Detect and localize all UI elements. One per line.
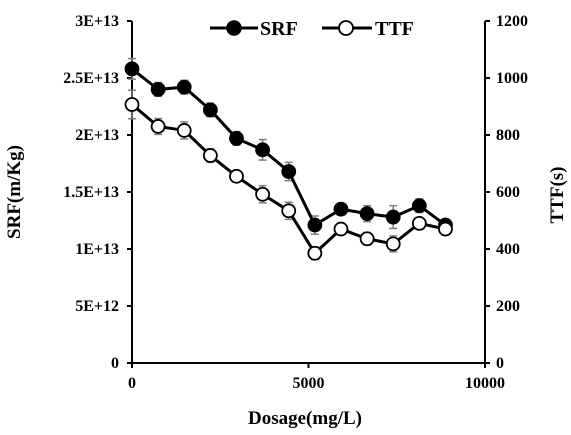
ticks: 0 5E+12 1E+13 1.5E+13 2E+13 2.5E+13 3E+13 0 200 4…: [63, 13, 528, 392]
ttf-point: [176, 123, 192, 138]
legend-ttf-label: TTF: [375, 18, 414, 40]
ttf-point: [255, 186, 271, 202]
y-left-tick-label: 3E+13: [75, 13, 119, 30]
y-right-tick-label: 1200: [496, 13, 528, 30]
srf-point: [281, 164, 297, 179]
y-left-tick-label: 2.5E+13: [63, 70, 119, 87]
srf-point: [202, 102, 218, 118]
ttf-point: [438, 221, 453, 237]
ttf-point: [124, 97, 140, 112]
series-layer: [124, 57, 453, 261]
y-right-tick-label: 600: [496, 184, 520, 201]
srf-point: [124, 61, 140, 77]
srf-point: [333, 201, 349, 217]
axes: [131, 21, 486, 364]
y-left-tick-label: 1.5E+13: [63, 184, 119, 201]
srf-point: [255, 142, 271, 158]
y-right-tick-label: 200: [496, 298, 520, 315]
srf-point: [176, 79, 192, 95]
legend-srf-label: SRF: [260, 18, 298, 40]
y-right-tick-label: 0: [496, 355, 504, 372]
legend-ttf-marker: [338, 20, 354, 36]
srf-point: [150, 82, 166, 97]
y-left-tick-label: 0: [111, 355, 119, 372]
y-right-tick-label: 400: [496, 241, 520, 258]
ttf-point: [307, 245, 323, 261]
srf-point: [411, 198, 427, 214]
srf-point: [307, 217, 323, 233]
ttf-series: [124, 89, 453, 261]
ttf-point: [359, 231, 375, 247]
ttf-point: [385, 236, 401, 252]
ttf-point: [411, 215, 427, 231]
x-tick-label: 0: [128, 375, 136, 392]
ttf-point: [281, 203, 297, 219]
srf-point: [359, 206, 375, 222]
y-left-tick-label: 2E+13: [75, 127, 119, 144]
srf-point: [229, 131, 244, 146]
y-right-tick-label: 800: [496, 127, 520, 144]
ttf-point: [333, 221, 349, 237]
srf-point: [385, 209, 401, 225]
legend: SRF TTF: [210, 18, 414, 40]
ttf-point: [202, 148, 218, 163]
y-left-tick-label: 5E+12: [75, 298, 119, 315]
ttf-point: [150, 119, 166, 134]
y-right-axis-title: TTF(s): [547, 167, 568, 224]
y-left-axis-title: SRF(m/Kg): [4, 145, 25, 239]
x-tick-label: 10000: [465, 375, 505, 392]
ttf-point: [229, 168, 244, 184]
x-axis-title: Dosage(mg/L): [248, 408, 362, 429]
y-right-tick-label: 1000: [496, 70, 528, 87]
y-left-tick-label: 1E+13: [75, 241, 119, 258]
legend-srf-marker: [226, 20, 242, 36]
x-tick-label: 5000: [293, 375, 325, 392]
